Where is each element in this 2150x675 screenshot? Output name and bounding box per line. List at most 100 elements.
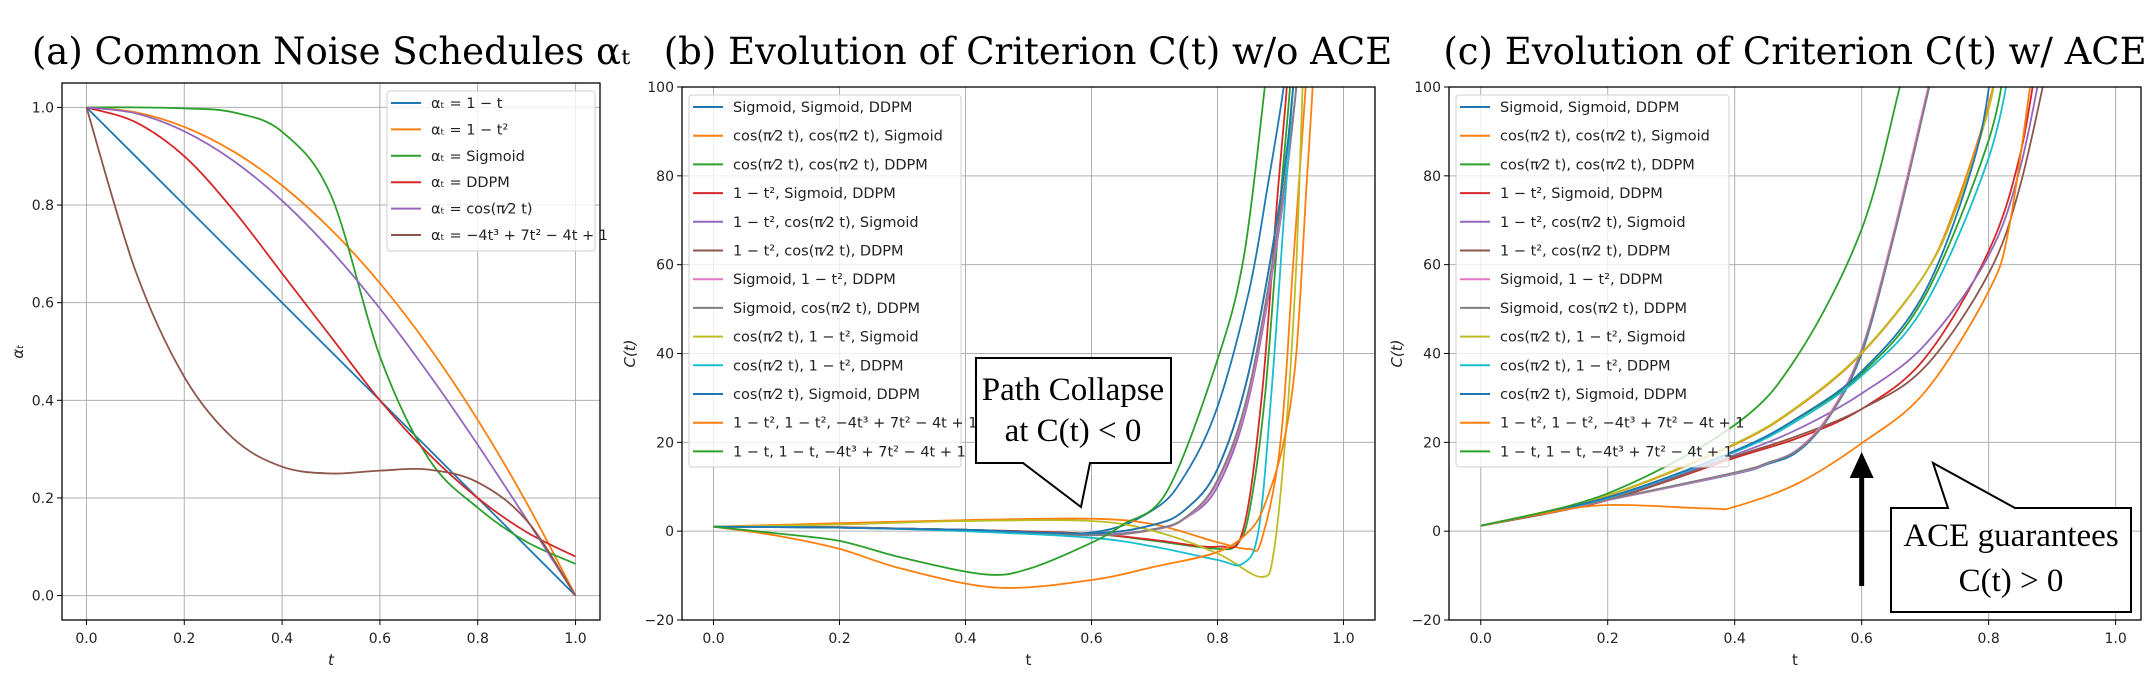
y-tick-label: 0.4	[32, 393, 54, 409]
legend-entry: 1 − t², Sigmoid, DDPM	[1500, 186, 1663, 202]
legend-entry: Sigmoid, 1 − t², DDPM	[733, 272, 896, 288]
legend: αₜ = 1 − t αₜ = 1 − t² αₜ = Sigmoid αₜ = DD…	[386, 90, 608, 252]
x-tick-label: 0.2	[1597, 631, 1619, 647]
series-line-13	[713, 87, 1266, 576]
x-tick-label: 0.8	[467, 631, 489, 647]
legend-entry: 1 − t², cos(π⁄2 t), DDPM	[1500, 244, 1671, 260]
y-axis-label: C(t)	[1388, 339, 1406, 367]
x-tick-label: 0.0	[702, 631, 724, 647]
callout-text-line-2: at C(t) < 0	[1005, 413, 1142, 449]
x-tick-label: 1.0	[2104, 631, 2126, 647]
x-tick-label: 1.0	[564, 631, 586, 647]
legend-entry: cos(π⁄2 t), cos(π⁄2 t), Sigmoid	[733, 129, 943, 145]
panel-b: (b) Evolution of Criterion C(t) w/o ACE 0…	[621, 30, 1392, 669]
legend-entry: cos(π⁄2 t), 1 − t², Sigmoid	[733, 330, 919, 346]
series-line-12	[713, 87, 1314, 589]
x-axis-label: t	[328, 651, 335, 669]
y-tick-label: 80	[1423, 169, 1441, 185]
legend-entry: 1 − t², 1 − t², −4t³ + 7t² − 4t + 1	[733, 416, 977, 432]
legend-box	[1455, 94, 1730, 468]
panel-a: (a) Common Noise Schedules αₜ 0.0 0.2 0.4 0.…	[9, 30, 631, 669]
x-tick-label: 0.2	[828, 631, 850, 647]
series-group	[85, 106, 577, 597]
legend-entry: Sigmoid, cos(π⁄2 t), DDPM	[733, 301, 920, 317]
callout-text-line-1: ACE guarantees	[1903, 518, 2118, 554]
y-tick-label: 40	[656, 347, 674, 363]
y-tick-label: 20	[1423, 435, 1441, 451]
legend-entry: 1 − t², cos(π⁄2 t), Sigmoid	[1500, 215, 1686, 231]
annotation-callout: Path Collapse at C(t) < 0	[975, 357, 1172, 509]
legend-entry: cos(π⁄2 t), Sigmoid, DDPM	[1500, 387, 1687, 403]
x-tick-label: 0.0	[75, 631, 97, 647]
x-tick-label: 1.0	[1332, 631, 1354, 647]
legend-entry: αₜ = 1 − t	[431, 96, 503, 112]
legend: Sigmoid, Sigmoid, DDPM cos(π⁄2 t), cos(π⁄…	[1455, 94, 1744, 468]
legend-entry: αₜ = 1 − t²	[431, 122, 508, 138]
legend-entry: 1 − t², cos(π⁄2 t), DDPM	[733, 244, 904, 260]
x-tick-label: 0.4	[271, 631, 293, 647]
x-tick-label: 0.0	[1470, 631, 1492, 647]
series-line-3	[86, 106, 576, 565]
x-tick-label: 0.6	[369, 631, 391, 647]
y-tick-label: 0	[1432, 524, 1441, 540]
legend-entry: cos(π⁄2 t), cos(π⁄2 t), Sigmoid	[1500, 129, 1710, 145]
legend-entry: 1 − t, 1 − t, −4t³ + 7t² − 4t + 1	[1500, 444, 1733, 460]
legend-entry: αₜ = −4t³ + 7t² − 4t + 1	[431, 228, 608, 244]
callout-box	[975, 357, 1172, 509]
series-group	[713, 87, 1314, 589]
legend-entry: cos(π⁄2 t), 1 − t², DDPM	[1500, 358, 1671, 374]
legend-entry: αₜ = cos(π⁄2 t)	[431, 202, 533, 218]
x-tick-label: 0.2	[173, 631, 195, 647]
y-tick-label: −20	[644, 613, 674, 629]
callout-text-line-1: Path Collapse	[982, 372, 1164, 408]
y-tick-label: 0.0	[32, 589, 54, 605]
chart-title: (b) Evolution of Criterion C(t) w/o ACE	[664, 30, 1392, 73]
series-line-9	[713, 87, 1304, 578]
legend-entry: cos(π⁄2 t), 1 − t², Sigmoid	[1500, 330, 1686, 346]
annotation-callout: ACE guarantees C(t) > 0	[1890, 460, 2132, 613]
y-tick-label: −20	[1411, 613, 1441, 629]
y-axis-label: C(t)	[621, 339, 639, 367]
series-line-12	[1480, 87, 2031, 527]
y-tick-label: 40	[1423, 347, 1441, 363]
legend-entry: cos(π⁄2 t), cos(π⁄2 t), DDPM	[1500, 157, 1695, 173]
chart-title: (c) Evolution of Criterion C(t) w/ ACE	[1443, 30, 2146, 73]
chart-panels: (a) Common Noise Schedules αₜ 0.0 0.2 0.4 0.…	[9, 30, 2147, 669]
legend-entry: 1 − t², cos(π⁄2 t), Sigmoid	[733, 215, 919, 231]
series-line-13	[1480, 87, 1901, 527]
legend: Sigmoid, Sigmoid, DDPM cos(π⁄2 t), cos(π⁄…	[688, 94, 977, 468]
y-tick-label: 60	[656, 258, 674, 274]
axes-frame	[1448, 86, 2142, 621]
legend-entry: 1 − t², Sigmoid, DDPM	[733, 186, 896, 202]
y-tick-label: 0.8	[32, 198, 54, 214]
legend-entry: Sigmoid, Sigmoid, DDPM	[1500, 100, 1679, 116]
y-tick-label: 0.2	[32, 491, 54, 507]
legend-box	[386, 90, 596, 252]
y-tick-label: 100	[1414, 80, 1441, 96]
series-line-11	[1480, 87, 1990, 527]
y-tick-label: 60	[1423, 258, 1441, 274]
series-line-8	[1480, 87, 1931, 527]
x-tick-label: 0.8	[1978, 631, 2000, 647]
chart-title: (a) Common Noise Schedules αₜ	[32, 30, 631, 73]
legend-entry: Sigmoid, 1 − t², DDPM	[1500, 272, 1663, 288]
legend-entry: αₜ = DDPM	[431, 175, 510, 191]
x-tick-label: 0.6	[1080, 631, 1102, 647]
y-axis-label: αₜ	[9, 344, 27, 358]
series-line-5	[86, 106, 577, 597]
panel-c: (c) Evolution of Criterion C(t) w/ ACE 0.…	[1388, 30, 2147, 669]
callout-text-line-2: C(t) > 0	[1959, 563, 2064, 599]
axes-frame	[681, 86, 1376, 621]
legend-entry: 1 − t², 1 − t², −4t³ + 7t² − 4t + 1	[1500, 416, 1744, 432]
x-tick-label: 0.8	[1206, 631, 1228, 647]
callout-box	[1890, 460, 2132, 613]
axes-frame	[61, 82, 601, 621]
series-line-4	[86, 106, 576, 558]
x-tick-label: 0.6	[1851, 631, 1873, 647]
legend-entry: Sigmoid, cos(π⁄2 t), DDPM	[1500, 301, 1687, 317]
legend-entry: Sigmoid, Sigmoid, DDPM	[733, 100, 912, 116]
series-group	[1480, 87, 2044, 527]
series-line-6	[1480, 87, 2044, 527]
x-tick-label: 0.4	[954, 631, 976, 647]
y-tick-label: 0.6	[32, 296, 54, 312]
